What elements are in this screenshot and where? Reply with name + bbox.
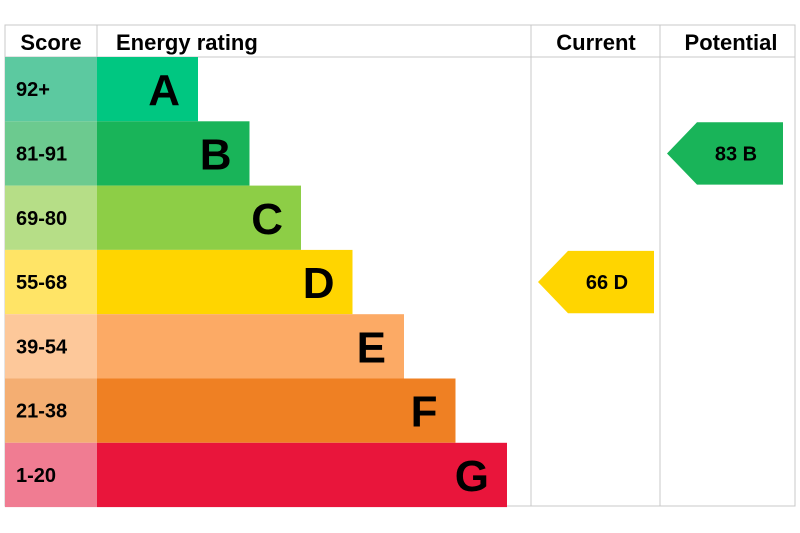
header-score: Score: [20, 30, 81, 55]
rating-bands: 92+ A 81-91 B 69-80 C 55-68 D 39-54 E 21-38 F 1-20 G: [5, 57, 507, 508]
rating-letter-f: F: [411, 388, 438, 437]
score-range-c: 69-80: [16, 208, 67, 230]
potential-rating-arrow-label: 83 B: [715, 143, 757, 165]
score-cell-a: [5, 57, 97, 122]
current-rating-arrow: [538, 250, 654, 314]
rating-bar-b: [97, 121, 250, 186]
rating-bar-g: [97, 442, 507, 508]
header-energy-rating: Energy rating: [116, 30, 258, 55]
rating-letter-c: C: [251, 195, 283, 244]
rating-bar-a: [97, 57, 198, 122]
score-range-d: 55-68: [16, 272, 67, 294]
current-rating-arrow-label: 66 D: [586, 272, 628, 294]
rating-letter-e: E: [357, 323, 386, 372]
rating-letter-d: D: [303, 259, 335, 308]
rating-bar-f: [97, 378, 456, 443]
rating-letter-a: A: [148, 66, 180, 115]
score-range-e: 39-54: [16, 336, 68, 358]
score-cell-d: [5, 249, 97, 315]
score-cell-b: [5, 121, 97, 186]
score-range-b: 81-91: [16, 143, 67, 165]
rating-bar-e: [97, 314, 404, 379]
rating-bar-c: [97, 185, 301, 250]
score-cell-g: [5, 442, 97, 508]
header-current: Current: [556, 30, 636, 55]
score-cell-e: [5, 314, 97, 379]
rating-letter-g: G: [455, 452, 489, 501]
score-range-f: 21-38: [16, 401, 67, 423]
score-range-g: 1-20: [16, 465, 56, 487]
score-cell-c: [5, 185, 97, 250]
score-cell-f: [5, 378, 97, 443]
potential-rating-arrow: [667, 122, 783, 185]
rating-bar-d: [97, 249, 353, 315]
rating-arrows: 66 D 83 B: [538, 122, 783, 314]
score-range-a: 92+: [16, 79, 50, 101]
rating-letter-b: B: [200, 130, 232, 179]
header-potential: Potential: [685, 30, 778, 55]
